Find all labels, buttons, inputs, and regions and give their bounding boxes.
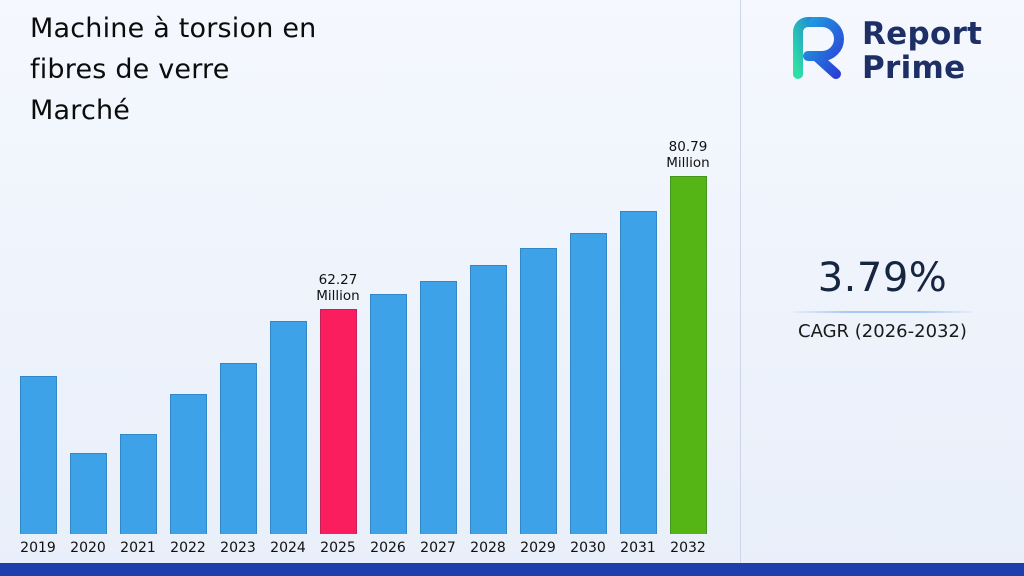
bar-column-2020: 2020 (63, 452, 113, 556)
bar-column-2030: 2030 (563, 233, 613, 556)
x-axis-label-2032: 2032 (670, 540, 706, 556)
x-axis-label-2025: 2025 (320, 540, 356, 556)
brand-name-line: Report (862, 16, 983, 52)
x-axis-label-2023: 2023 (220, 540, 256, 556)
bar-2027 (419, 280, 457, 534)
bar-2020 (69, 452, 107, 534)
page-title-line: fibres de verre (30, 54, 230, 85)
page-title-line: Machine à torsion en (30, 13, 317, 44)
bar-2032 (669, 175, 707, 534)
bar-column-2025: 62.27 Million 2025 (313, 272, 363, 556)
bar-2022 (169, 393, 207, 534)
bar-2021 (119, 433, 157, 534)
cagr-label: CAGR (2026-2032) (798, 321, 967, 342)
bottom-accent-bar (0, 563, 1024, 576)
x-axis-label-2026: 2026 (370, 540, 406, 556)
cagr-block: 3.79% CAGR (2026-2032) (741, 255, 1024, 342)
bar-column-2022: 2022 (163, 393, 213, 556)
x-axis-label-2031: 2031 (620, 540, 656, 556)
brand-name-line: Prime (862, 50, 966, 86)
page-title-line: Marché (30, 95, 131, 126)
brand-name: Report Prime (862, 17, 982, 85)
bar-column-2031: 2031 (613, 210, 663, 556)
x-axis-label-2028: 2028 (470, 540, 506, 556)
report-prime-logo: Report Prime (780, 12, 982, 90)
x-axis-label-2029: 2029 (520, 540, 556, 556)
x-axis-label-2021: 2021 (120, 540, 156, 556)
bar-column-2024: 2024 (263, 320, 313, 556)
bar-2019 (19, 376, 57, 534)
bar-column-2027: 2027 (413, 280, 463, 556)
bar-column-2026: 2026 (363, 294, 413, 556)
x-axis-label-2024: 2024 (270, 540, 306, 556)
bar-column-2019: 2019 (13, 376, 63, 556)
bar-2030 (569, 233, 607, 534)
x-axis-label-2027: 2027 (420, 540, 456, 556)
bar-2026 (369, 294, 407, 534)
bar-2023 (219, 363, 257, 534)
bar-column-2023: 2023 (213, 363, 263, 556)
bar-2031 (619, 210, 657, 534)
bar-column-2021: 2021 (113, 433, 163, 556)
bar-2025 (319, 308, 357, 534)
bar-column-2028: 2028 (463, 265, 513, 556)
bar-2029 (519, 248, 557, 534)
bar-column-2032: 80.79 Million 2032 (663, 139, 713, 557)
bar-value-label-2032: 80.79 Million (666, 138, 710, 171)
bar-2024 (269, 320, 307, 534)
x-axis-label-2020: 2020 (70, 540, 106, 556)
x-axis-label-2022: 2022 (170, 540, 206, 556)
report-prime-logo-icon (780, 12, 854, 90)
panel-divider (740, 0, 741, 563)
cagr-underline (792, 311, 973, 313)
cagr-value: 3.79% (817, 255, 948, 301)
x-axis-label-2030: 2030 (570, 540, 606, 556)
page-title: Machine à torsion en fibres de verre Mar… (30, 8, 316, 131)
bar-value-label-2025: 62.27 Million (316, 271, 360, 304)
bar-chart: 2019 2020 2021 2022 2023 2024 62.27 Million 2025… (13, 139, 717, 557)
bar-column-2029: 2029 (513, 248, 563, 556)
bar-2028 (469, 265, 507, 534)
x-axis-label-2019: 2019 (20, 540, 56, 556)
